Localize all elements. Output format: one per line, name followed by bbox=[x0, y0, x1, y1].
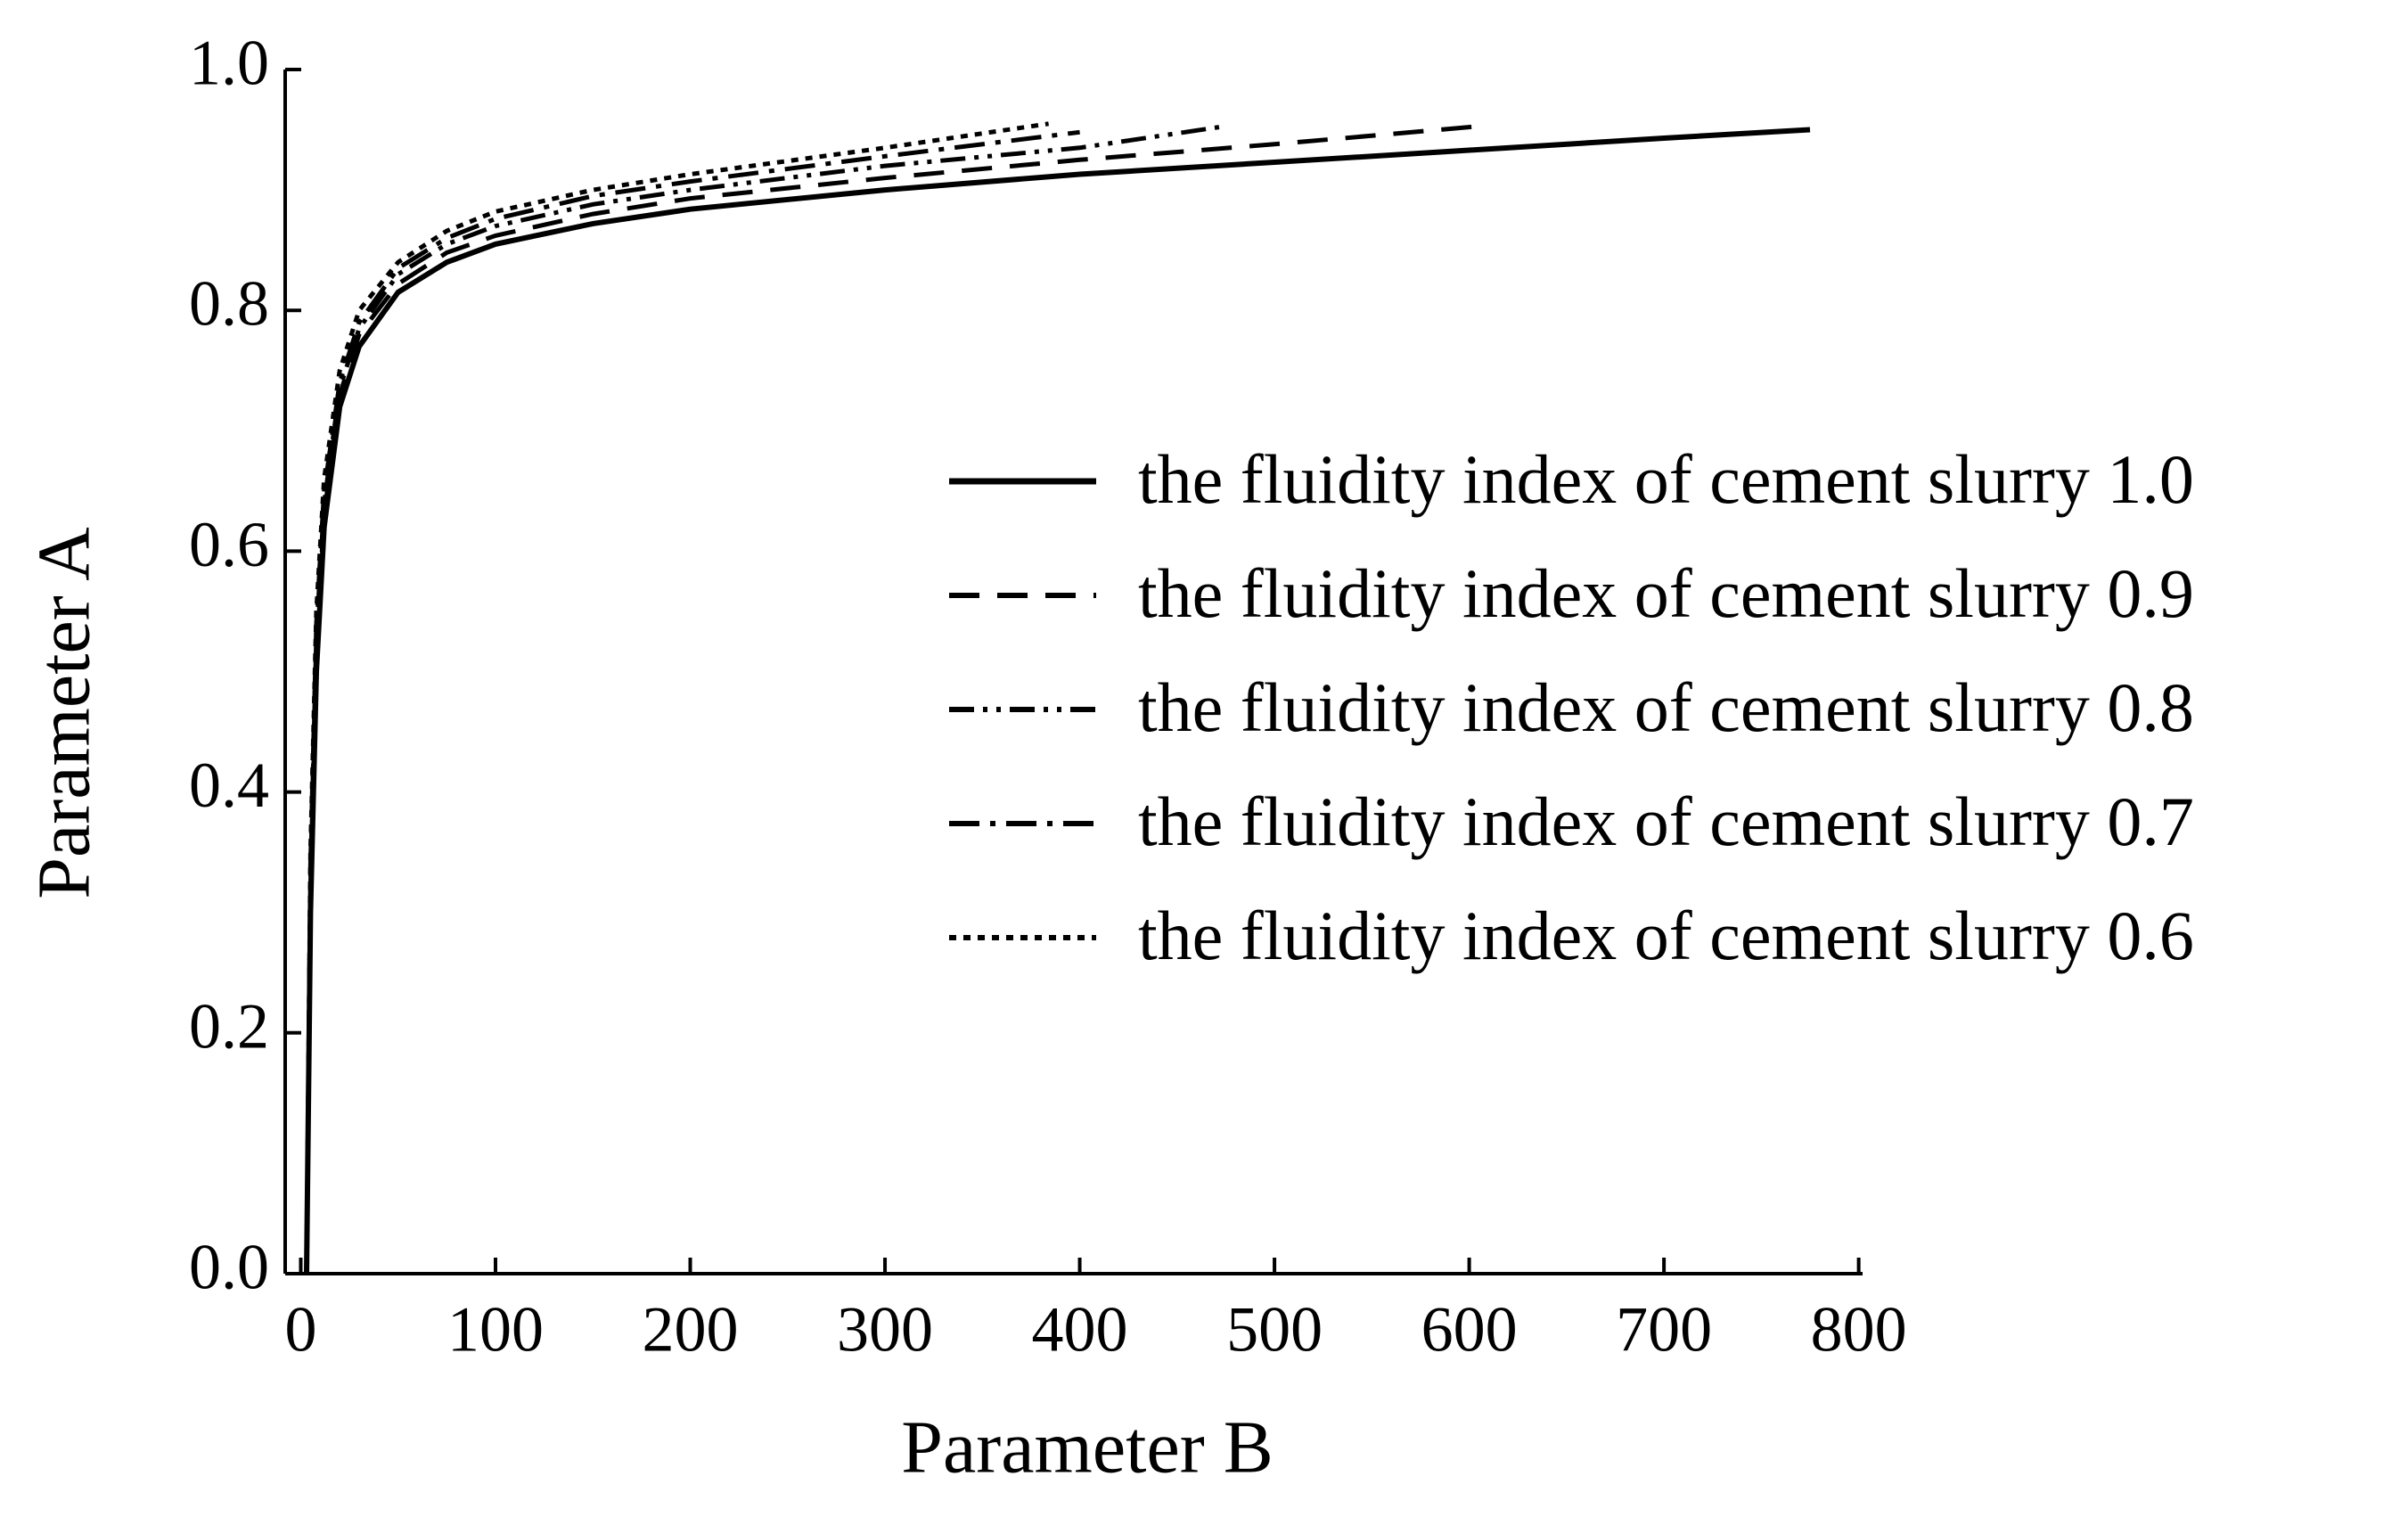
x-tick-label: 800 bbox=[1811, 1294, 1907, 1365]
x-tick-label: 200 bbox=[643, 1294, 739, 1365]
series-line bbox=[304, 129, 1080, 1275]
x-tick-label: 500 bbox=[1226, 1294, 1323, 1365]
x-tick-label: 600 bbox=[1421, 1294, 1518, 1365]
x-tick-label: 400 bbox=[1032, 1294, 1128, 1365]
legend-label: the fluidity index of cement slurry 0.6 bbox=[1138, 897, 2194, 974]
y-axis-title: Parameter A bbox=[22, 527, 105, 899]
series-line bbox=[304, 124, 1481, 1275]
y-tick-label: 1.0 bbox=[189, 28, 269, 99]
x-tick-label: 100 bbox=[447, 1294, 544, 1365]
x-tick-label: 300 bbox=[837, 1294, 933, 1365]
x-tick-label: 0 bbox=[284, 1294, 316, 1365]
x-tick-label: 700 bbox=[1616, 1294, 1712, 1365]
series-line bbox=[304, 121, 1049, 1275]
y-tick-label: 0.8 bbox=[189, 268, 269, 340]
legend-label: the fluidity index of cement slurry 0.7 bbox=[1138, 783, 2194, 860]
y-tick-label: 0.0 bbox=[189, 1232, 269, 1303]
y-tick-label: 0.6 bbox=[189, 509, 269, 580]
series-line bbox=[304, 124, 1226, 1275]
legend-label: the fluidity index of cement slurry 1.0 bbox=[1138, 440, 2194, 518]
y-tick-label: 0.2 bbox=[189, 990, 269, 1062]
legend-label: the fluidity index of cement slurry 0.8 bbox=[1138, 668, 2194, 746]
x-axis-title: Parameter B bbox=[901, 1406, 1274, 1488]
y-tick-label: 0.4 bbox=[189, 750, 269, 821]
legend-label: the fluidity index of cement slurry 0.9 bbox=[1138, 554, 2194, 632]
